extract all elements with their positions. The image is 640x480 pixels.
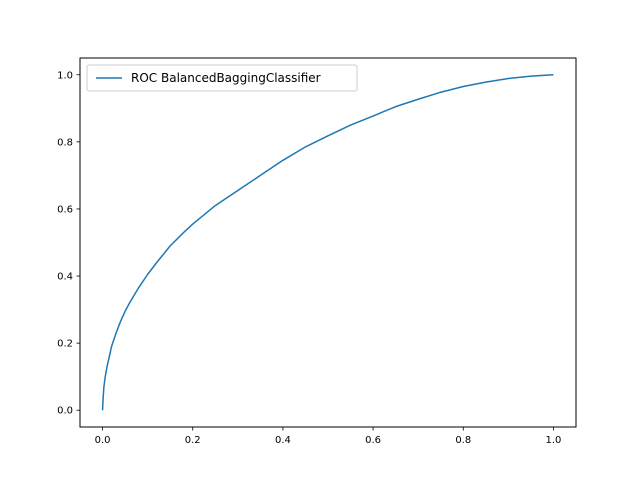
x-tick-label: 1.0 bbox=[546, 435, 562, 446]
axes-frame bbox=[79, 57, 577, 428]
series-line bbox=[101, 74, 554, 411]
series-layer bbox=[101, 74, 554, 411]
x-tick-label: 0.2 bbox=[185, 435, 201, 446]
y-axis: 0.0 0.2 0.4 0.6 0.8 1.0 bbox=[57, 70, 80, 417]
y-tick-label: 0.0 bbox=[57, 406, 73, 417]
x-tick-label: 0.0 bbox=[95, 435, 111, 446]
y-tick-label: 0.6 bbox=[57, 204, 73, 215]
y-tick-label: 0.8 bbox=[57, 137, 73, 148]
x-tick-label: 0.8 bbox=[455, 435, 471, 446]
x-tick-label: 0.4 bbox=[275, 435, 291, 446]
x-axis: 0.0 0.2 0.4 0.6 0.8 1.0 bbox=[95, 427, 562, 446]
y-tick-label: 0.4 bbox=[57, 272, 73, 283]
x-tick-label: 0.6 bbox=[365, 435, 381, 446]
legend: ROC BalancedBaggingClassifier bbox=[86, 64, 358, 92]
legend-label: ROC BalancedBaggingClassifier bbox=[131, 71, 321, 85]
legend-box bbox=[86, 64, 358, 92]
y-tick-label: 1.0 bbox=[57, 70, 73, 81]
y-tick-label: 0.2 bbox=[57, 339, 73, 350]
